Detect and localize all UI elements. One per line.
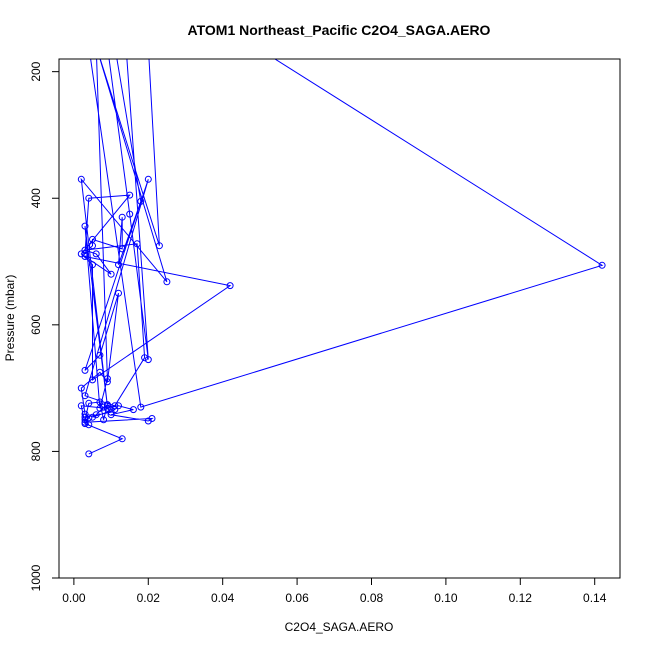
x-axis: 0.00 0.02 0.04 0.06 0.08 0.10 0.12 0.14: [62, 577, 607, 605]
data-point: [103, 375, 111, 383]
y-tick-label: 1000: [29, 564, 43, 591]
data-point: [598, 261, 606, 269]
data-point: [77, 175, 85, 183]
data-point: [77, 384, 85, 392]
x-tick-label: 0.10: [434, 591, 458, 605]
x-tick-label: 0.04: [211, 591, 235, 605]
data-point: [77, 402, 85, 410]
data-point: [115, 289, 122, 297]
y-tick-label: 800: [29, 441, 43, 461]
x-tick-label: 0.02: [137, 591, 161, 605]
data-point: [89, 376, 96, 384]
y-tick-label: 200: [29, 61, 43, 81]
data-point: [118, 435, 126, 443]
data-point: [155, 242, 163, 250]
data-point: [148, 415, 156, 422]
y-tick-label: 400: [29, 188, 43, 208]
data-point: [115, 261, 122, 269]
data-point: [133, 240, 141, 248]
data-point: [96, 351, 104, 359]
data-point: [111, 406, 119, 414]
data-point: [85, 414, 93, 422]
data-point: [85, 399, 93, 407]
data-point: [81, 249, 89, 257]
data-point: [115, 402, 122, 410]
x-tick-label: 0.06: [285, 591, 309, 605]
data-point: [141, 354, 149, 362]
data-point: [103, 402, 111, 410]
data-point: [144, 356, 152, 364]
data-point: [96, 404, 104, 412]
y-axis: 200 400 600 800 1000: [29, 61, 60, 591]
data-point: [77, 250, 85, 258]
y-tick-label: 600: [29, 314, 43, 334]
data-point: [226, 282, 234, 290]
x-tick-label: 0.00: [62, 591, 86, 605]
data-point: [107, 270, 115, 278]
data-point: [81, 410, 89, 418]
data-point: [100, 403, 108, 411]
data-point: [89, 235, 96, 243]
data-point: [129, 406, 137, 414]
data-point: [81, 392, 89, 400]
data-point: [118, 213, 126, 221]
chart-title: ATOM1 Northeast_Pacific C2O4_SAGA.AERO: [188, 22, 491, 38]
data-point: [92, 411, 100, 419]
x-axis-label: C2O4_SAGA.AERO: [285, 620, 394, 634]
data-point: [96, 368, 104, 376]
data-point: [126, 191, 134, 199]
data-point: [144, 175, 152, 183]
data-point: [111, 402, 119, 410]
data-point: [81, 418, 89, 426]
series-layer: [77, 59, 606, 458]
data-point: [81, 222, 89, 230]
data-point: [137, 403, 145, 411]
data-point: [85, 194, 93, 202]
data-point: [89, 261, 96, 269]
data-point: [81, 366, 89, 374]
data-point: [81, 413, 89, 421]
data-point: [107, 411, 115, 419]
data-point: [126, 210, 134, 218]
data-point: [100, 416, 108, 424]
data-point: [118, 245, 126, 253]
x-tick-label: 0.12: [509, 591, 533, 605]
data-point: [92, 250, 100, 258]
data-point: [103, 378, 111, 386]
data-point: [85, 450, 93, 458]
x-tick-label: 0.14: [583, 591, 607, 605]
data-point: [163, 278, 171, 286]
data-point: [103, 404, 111, 412]
y-axis-label: Pressure (mbar): [3, 275, 17, 362]
x-tick-label: 0.08: [360, 591, 384, 605]
data-point: [137, 197, 145, 205]
